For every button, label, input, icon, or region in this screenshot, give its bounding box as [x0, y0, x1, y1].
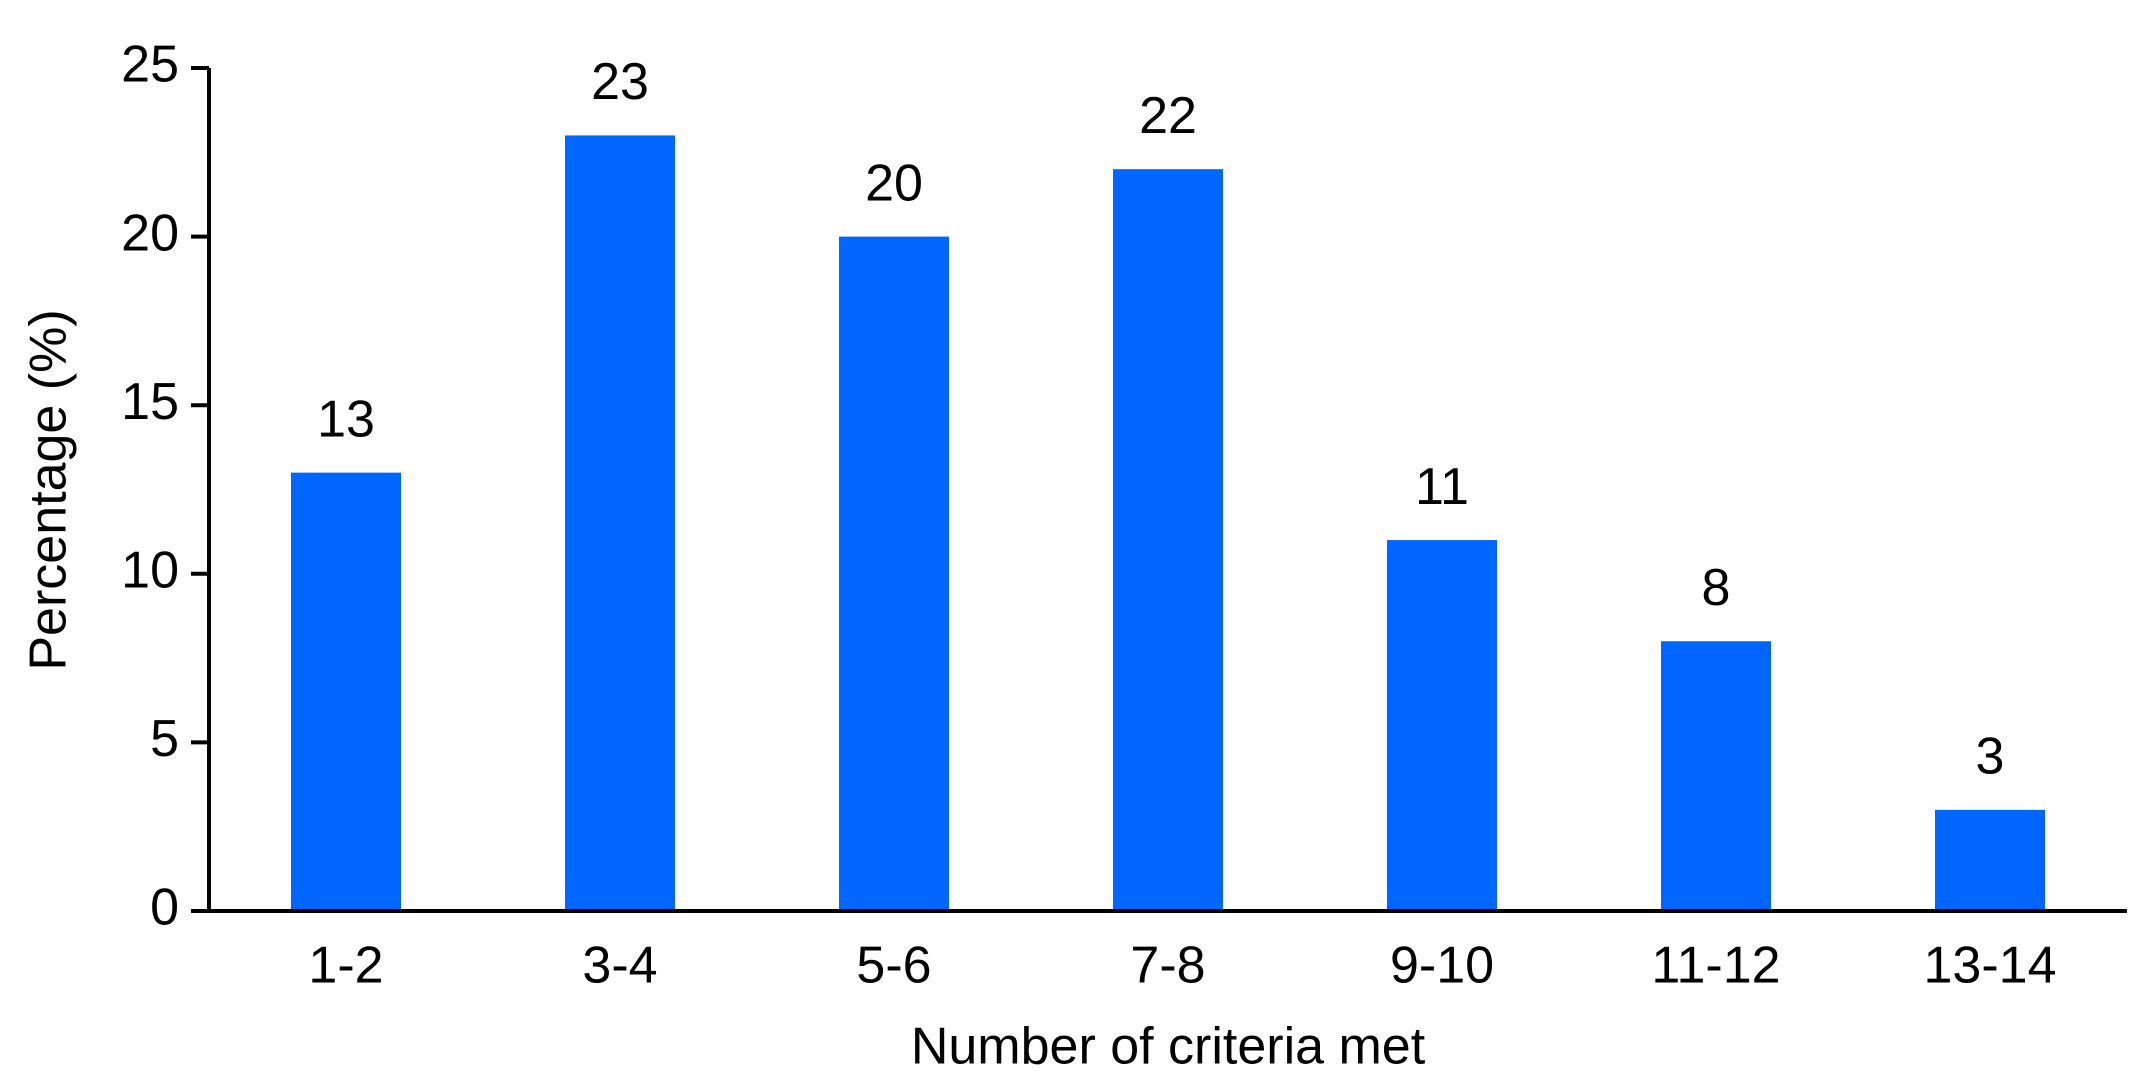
value-label: 23	[591, 53, 649, 111]
x-tick-label: 5-6	[856, 937, 931, 995]
bar	[1113, 169, 1223, 911]
y-axis-title: Percentage (%)	[20, 309, 78, 670]
x-tick-label: 3-4	[582, 937, 657, 995]
bar	[1661, 641, 1771, 911]
value-label: 8	[1702, 559, 1731, 617]
value-label: 13	[317, 390, 375, 448]
bar	[1935, 809, 2045, 911]
x-axis-title: Number of criteria met	[911, 1018, 1426, 1076]
bar	[291, 472, 401, 911]
bar	[839, 236, 949, 912]
bar	[1387, 540, 1497, 911]
y-tick-label: 20	[121, 204, 179, 262]
y-tick-label: 0	[150, 879, 179, 937]
x-tick-label: 9-10	[1390, 937, 1494, 995]
y-tick-label: 5	[150, 710, 179, 768]
value-label: 11	[1415, 458, 1469, 516]
y-tick-label: 10	[121, 542, 179, 600]
value-label: 20	[865, 154, 923, 212]
bar	[565, 135, 675, 911]
y-tick-label: 15	[121, 373, 179, 431]
x-tick-label: 13-14	[1924, 937, 2057, 995]
y-tick-label: 25	[121, 36, 179, 94]
x-tick-label: 11-12	[1651, 937, 1780, 995]
x-tick-label: 7-8	[1130, 937, 1205, 995]
value-label: 3	[1976, 728, 2005, 786]
x-tick-label: 1-2	[308, 937, 383, 995]
value-label: 22	[1139, 87, 1197, 145]
